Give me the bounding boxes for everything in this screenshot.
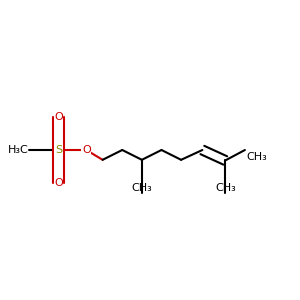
Text: CH₃: CH₃ xyxy=(247,152,267,162)
Text: CH₃: CH₃ xyxy=(215,183,236,193)
Text: CH₃: CH₃ xyxy=(131,182,152,193)
Text: H₃C: H₃C xyxy=(8,145,29,155)
Text: O: O xyxy=(54,178,63,188)
Text: O: O xyxy=(54,112,63,122)
Text: S: S xyxy=(55,145,62,155)
Text: O: O xyxy=(82,145,91,155)
